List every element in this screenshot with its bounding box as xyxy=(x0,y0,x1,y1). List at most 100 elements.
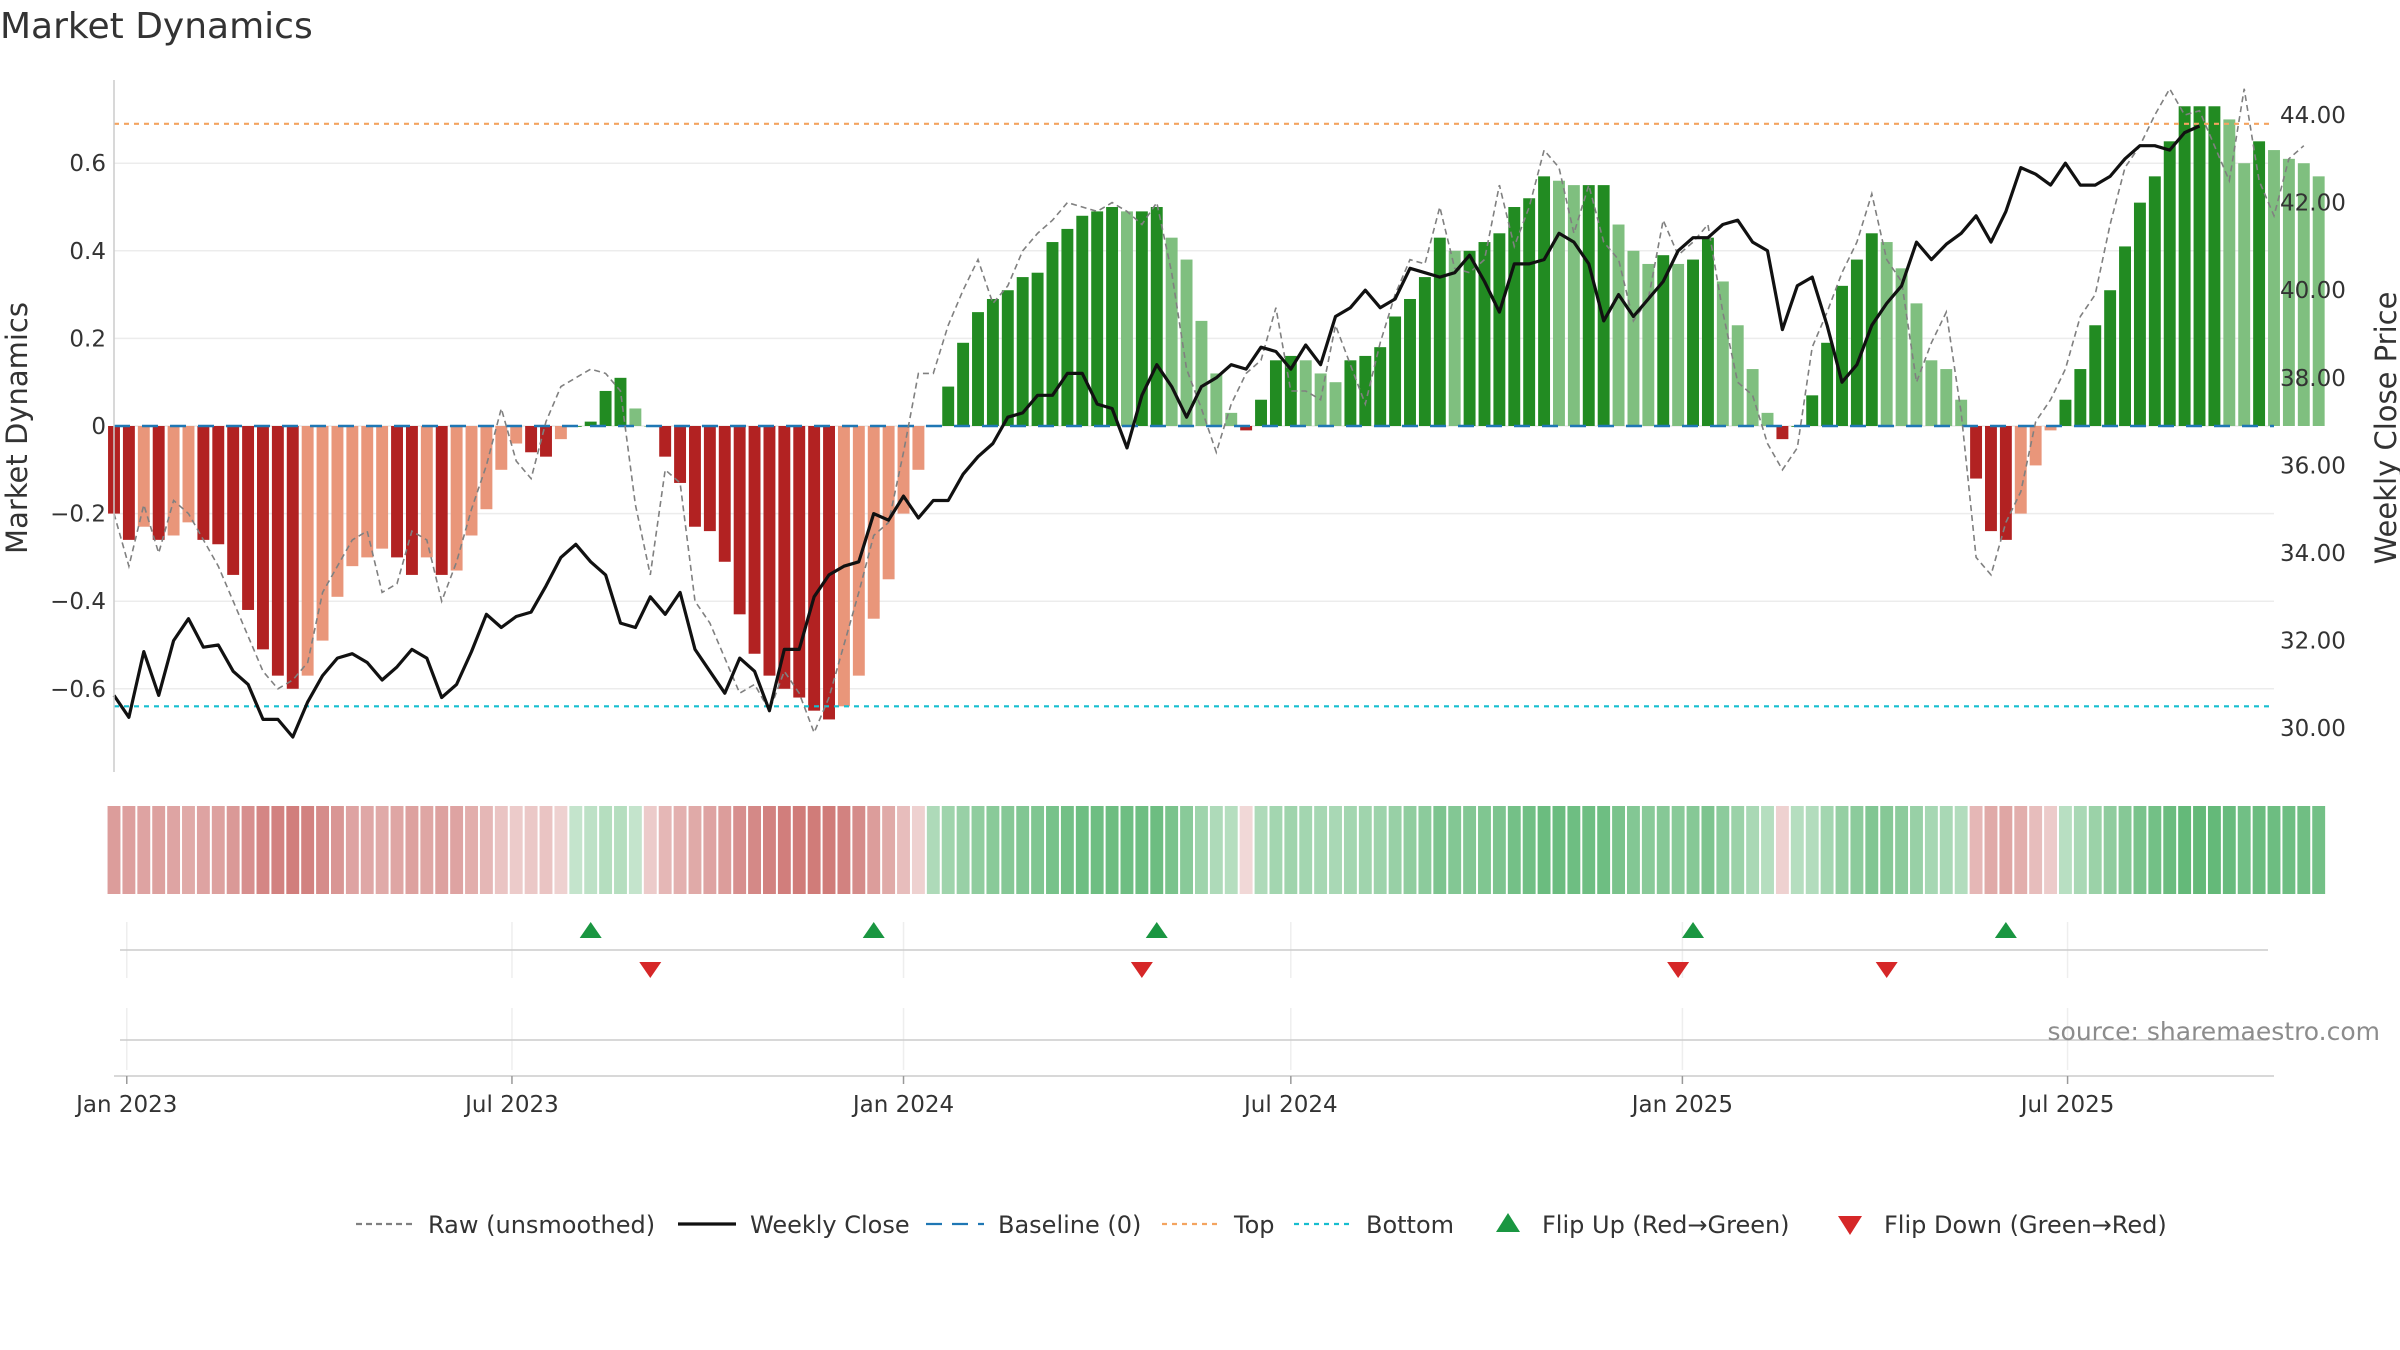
bar xyxy=(554,426,567,440)
bar xyxy=(122,426,135,540)
y2-tick-label: 38.00 xyxy=(2280,366,2346,392)
momentum-cell xyxy=(1239,806,1253,894)
chart-title: Market Dynamics xyxy=(0,6,313,47)
momentum-cell xyxy=(2103,806,2117,894)
legend-label: Raw (unsmoothed) xyxy=(428,1211,655,1239)
momentum-cell xyxy=(1329,806,1342,894)
momentum-cell xyxy=(1775,806,1789,894)
bar xyxy=(286,426,299,689)
momentum-cell xyxy=(1820,806,1834,894)
bar xyxy=(986,298,999,426)
y-tick-label: 0.6 xyxy=(69,151,106,177)
legend-label: Weekly Close xyxy=(750,1211,910,1239)
momentum-cell xyxy=(703,806,717,894)
bar xyxy=(1597,185,1610,426)
bar xyxy=(525,426,538,453)
momentum-cell xyxy=(2118,806,2132,894)
momentum-cell xyxy=(1761,806,1774,894)
momentum-cell xyxy=(107,806,121,894)
bar xyxy=(1716,281,1729,426)
bar xyxy=(2297,163,2310,426)
momentum-cell xyxy=(867,806,881,894)
momentum-cell xyxy=(1299,806,1313,894)
bar xyxy=(1836,285,1848,426)
momentum-cell xyxy=(1418,806,1432,894)
bar xyxy=(912,426,925,470)
bar xyxy=(510,426,523,444)
legend-item: Bottom xyxy=(1294,1211,1454,1239)
bar xyxy=(1642,263,1655,426)
momentum-cell xyxy=(2193,806,2206,894)
bar xyxy=(316,426,329,641)
bar xyxy=(2193,106,2206,427)
bar xyxy=(1121,211,1133,426)
momentum-cell xyxy=(450,806,464,894)
bar xyxy=(763,426,776,676)
flip-down-marker xyxy=(1130,962,1153,978)
momentum-cell xyxy=(628,806,642,894)
bar xyxy=(1463,250,1476,426)
y-tick-label: −0.2 xyxy=(50,502,106,528)
bar xyxy=(1299,360,1312,426)
momentum-cell xyxy=(1120,806,1134,894)
bar xyxy=(1031,272,1044,426)
momentum-cell xyxy=(2282,806,2296,894)
bar xyxy=(659,426,672,457)
momentum-cell xyxy=(196,806,210,894)
x-axis: Jan 2023 Jul 2023 Jan 2024 Jul 2024 Jan 2025… xyxy=(74,1075,2274,1118)
momentum-cell xyxy=(1522,806,1536,894)
momentum-cell xyxy=(1880,806,1894,894)
momentum-cell xyxy=(271,806,285,894)
bar xyxy=(1940,369,1953,426)
y2-tick-label: 44.00 xyxy=(2280,103,2346,129)
momentum-cell xyxy=(763,806,776,894)
bar xyxy=(808,426,821,711)
bar xyxy=(1821,342,1834,426)
bar xyxy=(823,426,835,720)
momentum-cell xyxy=(658,806,672,894)
momentum-cell xyxy=(1031,806,1045,894)
legend-label: Bottom xyxy=(1366,1211,1454,1239)
legend-flip-down-icon xyxy=(1838,1216,1862,1235)
bar xyxy=(1195,320,1208,426)
bar xyxy=(1046,242,1059,426)
bar xyxy=(2163,141,2176,426)
momentum-cell xyxy=(2312,806,2326,894)
y-tick-label: 0 xyxy=(91,414,106,440)
bar xyxy=(1850,259,1863,426)
x-tick-label: Jan 2023 xyxy=(74,1092,177,1118)
empty-panel xyxy=(120,1008,2268,1070)
momentum-cell xyxy=(1388,806,1402,894)
bar xyxy=(1553,180,1565,426)
bar-series xyxy=(108,106,2325,720)
momentum-cell xyxy=(256,806,270,894)
bar xyxy=(2178,106,2191,427)
bar xyxy=(1731,325,1744,426)
bar xyxy=(1523,198,1536,426)
bar xyxy=(1880,242,1893,426)
bar xyxy=(1761,412,1774,426)
bar xyxy=(1970,426,1983,479)
momentum-cell xyxy=(182,806,195,894)
momentum-cell xyxy=(1850,806,1864,894)
bar xyxy=(584,421,597,426)
momentum-cell xyxy=(360,806,374,894)
bar xyxy=(2208,106,2221,427)
bar xyxy=(2029,426,2042,466)
y2-tick-label: 32.00 xyxy=(2280,629,2346,655)
bar xyxy=(1567,185,1580,426)
bar xyxy=(1359,355,1372,426)
bar xyxy=(1999,426,2012,540)
bar xyxy=(2089,325,2102,426)
bar xyxy=(1582,185,1595,426)
bar xyxy=(2104,290,2117,426)
momentum-cell xyxy=(971,806,985,894)
momentum-cell xyxy=(1433,806,1447,894)
bar xyxy=(718,426,731,562)
bar xyxy=(1374,347,1387,426)
bar xyxy=(540,426,552,457)
momentum-cell xyxy=(852,806,866,894)
momentum-cell xyxy=(822,806,836,894)
